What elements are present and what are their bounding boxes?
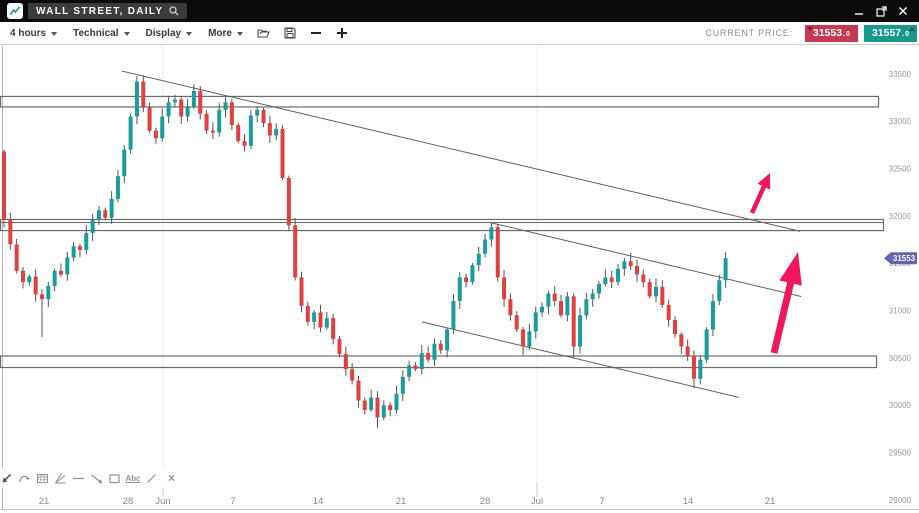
sell-price-decimal: 0	[846, 30, 850, 38]
chart-title-chip[interactable]: WALL STREET, DAILY	[28, 3, 188, 19]
rectangle-tool-icon[interactable]	[108, 471, 121, 485]
buy-price-badge[interactable]: 31557. 0	[863, 24, 917, 42]
minimize-button[interactable]	[851, 4, 867, 18]
x-axis-label: 28	[480, 496, 491, 507]
y-axis-label: 31000	[889, 307, 912, 316]
text-tool-icon[interactable]: Abc	[125, 471, 141, 485]
trendline	[421, 321, 740, 398]
save-icon[interactable]	[284, 27, 296, 39]
window-controls	[851, 4, 911, 18]
display-label: Display	[145, 27, 182, 39]
timeframe-label: 4 hours	[10, 27, 47, 39]
diagonal-line-icon[interactable]	[145, 471, 158, 485]
more-label: More	[208, 27, 232, 39]
trendline	[121, 70, 801, 232]
x-axis-label: 21	[396, 496, 407, 507]
up-arrow-annotation	[770, 252, 802, 354]
sell-price-value: 31553	[812, 26, 843, 39]
sell-price-badge[interactable]: 31553. 0	[804, 24, 858, 42]
display-dropdown[interactable]: Display	[146, 28, 193, 39]
axis-labels-layer: 3350033000325003200031500310003050030000…	[39, 70, 912, 507]
drawing-toolbar: Abc ×	[0, 468, 175, 488]
chevron-down-icon	[186, 31, 193, 36]
y-axis-label: 29500	[889, 449, 912, 458]
chart-app-icon	[7, 3, 23, 19]
candles-layer	[2, 75, 728, 428]
x-axis-label: 14	[683, 496, 694, 507]
chevron-down-icon	[123, 31, 130, 36]
close-button[interactable]	[895, 4, 911, 18]
current-price-label: CURRENT PRICE:	[705, 28, 793, 38]
draw-arrow-icon[interactable]	[0, 471, 13, 485]
trendlines-layer[interactable]	[121, 70, 802, 398]
y-axis-label: 32000	[889, 212, 912, 221]
open-folder-icon[interactable]	[257, 27, 270, 39]
buy-price-decimal: 0	[905, 30, 909, 38]
x-axis-label: 21	[765, 496, 776, 507]
title-bar: WALL STREET, DAILY	[0, 0, 919, 22]
x-axis-label: 7	[599, 496, 604, 507]
close-toolbar-icon[interactable]: ×	[168, 471, 176, 485]
price-chart[interactable]: 3350033000325003200031500310003050030000…	[0, 45, 919, 513]
technical-label: Technical	[73, 27, 119, 39]
x-axis-label: 28	[123, 496, 134, 507]
more-dropdown[interactable]: More	[208, 28, 243, 39]
x-axis-label: 14	[313, 496, 324, 507]
x-axis-label: Jul	[531, 496, 543, 507]
x-axis-label: 21	[39, 496, 50, 507]
horizontal-line-icon[interactable]	[72, 471, 85, 485]
zone-rect	[0, 218, 885, 232]
trendline-icon[interactable]	[90, 471, 103, 485]
table-icon[interactable]	[36, 471, 49, 485]
annotation-arrows[interactable]	[749, 173, 802, 354]
zoom-in-icon[interactable]	[336, 27, 348, 39]
draw-curve-icon[interactable]	[18, 471, 31, 485]
y-axis-label: 30500	[889, 354, 912, 363]
y-axis-label: 29000	[889, 496, 912, 505]
x-axis-label: 7	[230, 496, 235, 507]
chevron-down-icon	[51, 31, 58, 36]
search-icon[interactable]	[169, 6, 179, 16]
support-resistance-zones[interactable]	[0, 95, 885, 369]
fan-lines-icon[interactable]	[54, 471, 67, 485]
y-axis-label: 33000	[889, 117, 912, 126]
price-tag[interactable]: 31553	[884, 252, 917, 265]
zoom-out-icon[interactable]	[310, 27, 322, 39]
chevron-down-icon	[237, 31, 243, 36]
zone-rect	[0, 95, 880, 108]
buy-price-value: 31557	[871, 26, 902, 39]
svg-text:31553: 31553	[893, 254, 916, 263]
y-axis-label: 33500	[889, 70, 912, 79]
chart-area[interactable]: 3350033000325003200031500310003050030000…	[0, 45, 919, 513]
chart-toolbar: 4 hours Technical Display More	[0, 22, 919, 45]
timeframe-dropdown[interactable]: 4 hours	[10, 27, 58, 39]
popout-button[interactable]	[873, 4, 889, 18]
technical-dropdown[interactable]: Technical	[73, 27, 130, 39]
text-tool-label: Abc	[125, 473, 141, 483]
chart-title: WALL STREET, DAILY	[36, 5, 164, 17]
y-axis-label: 32500	[889, 165, 912, 174]
current-price-group: CURRENT PRICE: 31553. 0 31557. 0	[705, 24, 917, 42]
zone-rect	[0, 355, 878, 369]
up-arrow-annotation	[749, 173, 771, 214]
y-axis-label: 30000	[889, 401, 912, 410]
x-axis-label: Jun	[155, 496, 170, 507]
trendline	[490, 222, 802, 298]
